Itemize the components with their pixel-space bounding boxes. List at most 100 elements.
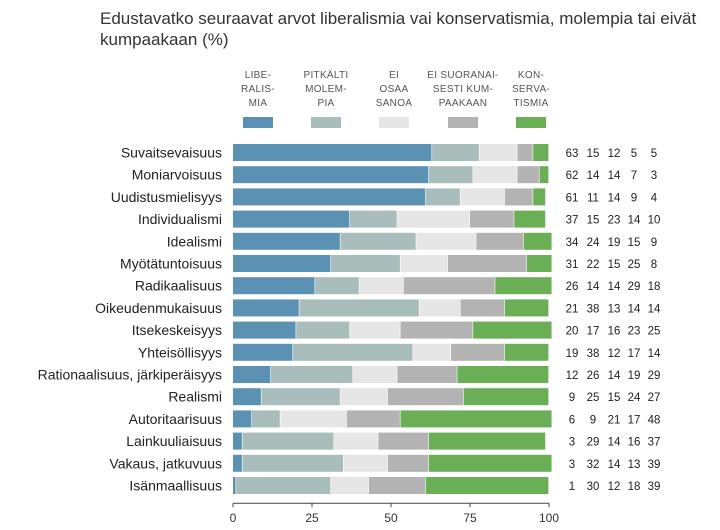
value-label: 15 — [628, 237, 641, 249]
bar-segment — [251, 410, 280, 428]
x-tick-label: 100 — [539, 511, 559, 525]
bar-segment — [539, 166, 549, 184]
value-label: 27 — [648, 392, 661, 404]
value-label: 29 — [628, 281, 641, 293]
legend-label: PITKÄLTI — [303, 69, 348, 81]
value-label: 9 — [631, 192, 637, 204]
value-label: 12 — [608, 481, 621, 493]
bar-segment — [400, 410, 552, 428]
bar-segment — [261, 388, 340, 406]
bar-segment — [495, 277, 552, 295]
value-label: 17 — [628, 348, 641, 360]
bar-segment — [330, 477, 369, 494]
value-label: 13 — [628, 459, 641, 471]
bar-segment — [330, 255, 400, 272]
bar-segment — [233, 232, 340, 250]
bar-segment — [349, 210, 397, 228]
bar-segment — [233, 454, 242, 472]
bar-segment — [526, 255, 552, 272]
bar-segment — [460, 188, 505, 206]
x-tick-label: 0 — [230, 511, 237, 525]
value-label: 9 — [569, 392, 575, 404]
bar-segment — [413, 343, 451, 361]
value-label: 29 — [587, 437, 600, 449]
bar-segment — [416, 232, 476, 250]
category-label: Isänmaallisuus — [129, 478, 222, 494]
bar-segment — [514, 210, 546, 228]
legend-label: PAAKAAN — [439, 98, 488, 109]
category-label: Oikeudenmukaisuus — [95, 300, 222, 316]
value-label: 25 — [628, 259, 641, 271]
bar-segment — [428, 432, 546, 450]
legend-label: OSAA — [380, 84, 409, 95]
bar-segment — [233, 210, 350, 228]
bar-segment — [517, 144, 533, 161]
bar-segment — [387, 454, 429, 472]
value-label: 37 — [648, 437, 661, 449]
value-label: 16 — [628, 437, 641, 449]
value-label: 14 — [608, 170, 621, 182]
legend-label: EI SUORANAI- — [427, 70, 498, 81]
value-label: 19 — [608, 237, 621, 249]
bar-segment — [451, 343, 505, 361]
bar-segment — [233, 410, 252, 428]
value-label: 3 — [569, 437, 575, 449]
bar-segment — [504, 343, 549, 361]
legend-label: SESTI KUM- — [433, 84, 493, 95]
value-label: 19 — [566, 348, 579, 360]
bar-segment — [463, 388, 549, 406]
value-label: 9 — [590, 414, 596, 426]
value-label: 24 — [587, 237, 600, 249]
bar-segment — [280, 410, 347, 428]
value-label: 39 — [648, 481, 661, 493]
category-labels: Suvaitsevaisuus Moniarvoisuus Uudistusmiel… — [38, 145, 222, 494]
bar-segment — [403, 277, 495, 295]
value-label: 8 — [651, 259, 657, 271]
value-label: 11 — [587, 192, 599, 204]
category-label: Rationaalisuus, järkiperäisyys — [38, 367, 222, 383]
bar-segment — [343, 454, 388, 472]
bar-segment — [425, 477, 549, 494]
value-label: 6 — [569, 414, 575, 426]
value-label: 14 — [608, 370, 621, 382]
x-tick-label: 50 — [384, 511, 398, 525]
bar-segment — [334, 432, 378, 450]
legend-label: MOLEM- — [305, 84, 347, 95]
value-label: 32 — [587, 459, 600, 471]
legend-swatch — [311, 117, 341, 128]
bar-segment — [523, 232, 552, 250]
bar-segment — [340, 232, 416, 250]
value-label: 9 — [651, 237, 657, 249]
value-label: 1 — [569, 481, 575, 493]
value-label: 14 — [648, 348, 661, 360]
value-label: 3 — [569, 459, 575, 471]
bar-segment — [387, 388, 464, 406]
legend-label: KON- — [518, 70, 544, 81]
value-label: 26 — [587, 370, 600, 382]
value-label: 4 — [651, 192, 658, 204]
bar-segment — [470, 210, 514, 228]
bar-segment — [378, 432, 429, 450]
value-label: 31 — [566, 259, 579, 271]
category-label: Realismi — [168, 389, 222, 405]
bar-segment — [400, 321, 473, 339]
category-label: Uudistusmielisyys — [111, 189, 222, 205]
value-label: 12 — [566, 370, 579, 382]
bar-segment — [236, 477, 331, 494]
value-label: 5 — [631, 148, 637, 160]
value-label: 21 — [566, 303, 579, 315]
bar-segment — [242, 454, 343, 472]
bar-segment — [504, 299, 549, 317]
category-label: Suvaitsevaisuus — [121, 145, 222, 161]
category-label: Vakaus, jatkuvuus — [109, 455, 222, 471]
legend-label: RALIS- — [241, 84, 275, 95]
bar-segment — [233, 343, 293, 361]
bar-segment — [428, 166, 473, 184]
legend: LIBE- RALIS- MIA PITKÄLTI MOLEM- PIA EI OSAA SAN… — [241, 69, 550, 128]
bar-segment — [353, 366, 397, 383]
x-tick-label: 75 — [463, 511, 477, 525]
legend-swatch — [448, 117, 478, 128]
value-label: 12 — [608, 348, 621, 360]
value-label: 12 — [608, 148, 621, 160]
